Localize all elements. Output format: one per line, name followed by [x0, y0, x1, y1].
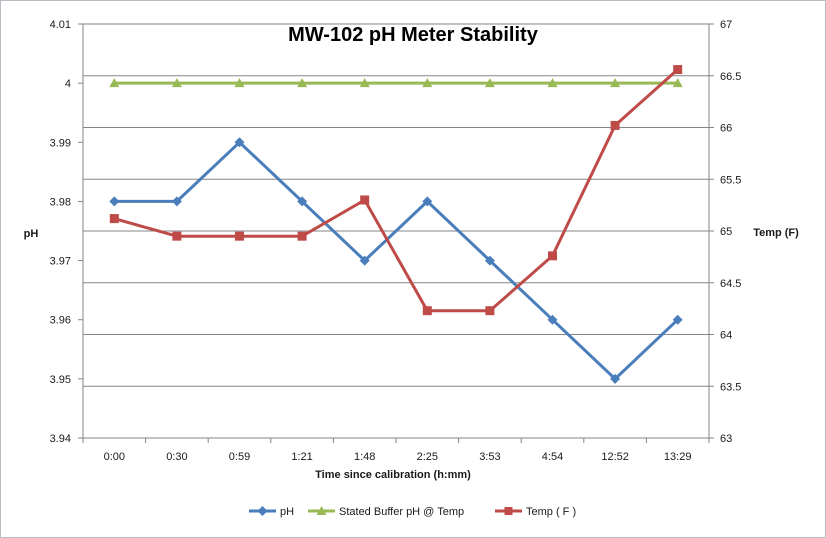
- data-point-buffer: [359, 78, 370, 88]
- data-point-temp: [109, 214, 119, 224]
- data-point-temp: [673, 65, 683, 75]
- data-point-ph: [547, 314, 558, 325]
- data-point-ph: [109, 196, 120, 207]
- data-point-temp: [235, 231, 244, 241]
- data-point-temp: [422, 306, 432, 316]
- data-point-temp: [172, 231, 182, 241]
- y-tick-label: 4: [65, 78, 71, 90]
- legend: pH Stated Buffer pH @ Temp Temp ( F ): [249, 506, 576, 518]
- x-tick-label: 1:48: [354, 451, 375, 463]
- y2-tick-label: 65.5: [720, 174, 741, 186]
- x-tick-label: 13:29: [664, 451, 692, 463]
- series-layer: [109, 65, 683, 384]
- data-point-buffer: [547, 78, 558, 88]
- data-point-ph: [234, 137, 245, 148]
- legend-ph-label: pH: [280, 506, 294, 518]
- y-tick-label: 3.99: [50, 137, 71, 149]
- y-tick-label: 3.94: [50, 433, 71, 445]
- x-tick-label: 0:00: [104, 451, 125, 463]
- legend-item-ph: pH: [249, 506, 294, 518]
- x-tick-label: 1:21: [291, 451, 312, 463]
- data-point-temp: [610, 120, 620, 130]
- data-point-ph: [484, 255, 495, 266]
- x-tick-label: 12:52: [601, 451, 629, 463]
- legend-ph-marker: [257, 506, 268, 516]
- data-point-buffer: [234, 78, 245, 88]
- y-tick-label: 4.01: [50, 19, 71, 31]
- x-tick-label: 3:53: [479, 451, 500, 463]
- y-tick-label: 3.97: [50, 256, 71, 268]
- y2-tick-label: 64: [720, 330, 732, 342]
- series-line-temp: [113, 68, 679, 313]
- data-point-buffer: [171, 78, 182, 88]
- legend-temp-label: Temp ( F ): [526, 506, 576, 518]
- data-point-ph: [297, 196, 308, 207]
- y2-axis-title: Temp (F): [753, 227, 799, 239]
- y-tick-label: 3.95: [50, 374, 71, 386]
- legend-buffer-marker: [316, 506, 327, 515]
- data-point-ph: [422, 196, 433, 207]
- y2-tick-label: 67: [720, 19, 732, 31]
- data-point-ph: [610, 373, 621, 384]
- series-line-ph: [114, 140, 679, 381]
- data-point-temp: [297, 231, 307, 241]
- data-point-buffer: [297, 78, 308, 88]
- x-axis-title: Time since calibration (h:mm): [315, 469, 471, 481]
- legend-item-buffer: Stated Buffer pH @ Temp: [308, 506, 464, 518]
- x-tick-label: 0:30: [166, 451, 187, 463]
- data-point-buffer: [109, 78, 120, 88]
- data-point-ph: [359, 255, 370, 266]
- legend-buffer-label: Stated Buffer pH @ Temp: [339, 506, 464, 518]
- data-point-ph: [672, 314, 683, 325]
- data-point-temp: [485, 306, 495, 316]
- data-point-temp: [360, 195, 370, 205]
- y2-tick-label: 66.5: [720, 71, 741, 83]
- y2-tick-label: 64.5: [720, 278, 741, 290]
- x-tick-label: 2:25: [417, 451, 438, 463]
- x-tick-label: 4:54: [542, 451, 563, 463]
- y2-tick-label: 63.5: [720, 381, 741, 393]
- x-tick-label: 0:59: [229, 451, 250, 463]
- y2-tick-label: 65: [720, 226, 732, 238]
- data-point-buffer: [672, 78, 683, 88]
- data-point-buffer: [610, 78, 621, 88]
- chart-title: MW-102 pH Meter Stability: [288, 24, 539, 46]
- y-tick-label: 3.96: [50, 315, 71, 327]
- data-point-temp: [548, 251, 557, 261]
- data-point-ph: [171, 196, 182, 207]
- y-tick-label: 3.98: [50, 196, 71, 208]
- data-point-buffer: [422, 78, 433, 88]
- data-point-buffer: [484, 78, 495, 88]
- y2-tick-label: 63: [720, 433, 732, 445]
- legend-item-temp: Temp ( F ): [495, 506, 576, 518]
- y-axis-title: pH: [24, 228, 39, 240]
- y2-tick-label: 66: [720, 123, 732, 135]
- legend-temp-marker: [504, 507, 513, 515]
- axes: 0:00 0:30 0:59 1:21 1:48 2:25 3:53 4:54 12:52 13:…: [50, 19, 742, 463]
